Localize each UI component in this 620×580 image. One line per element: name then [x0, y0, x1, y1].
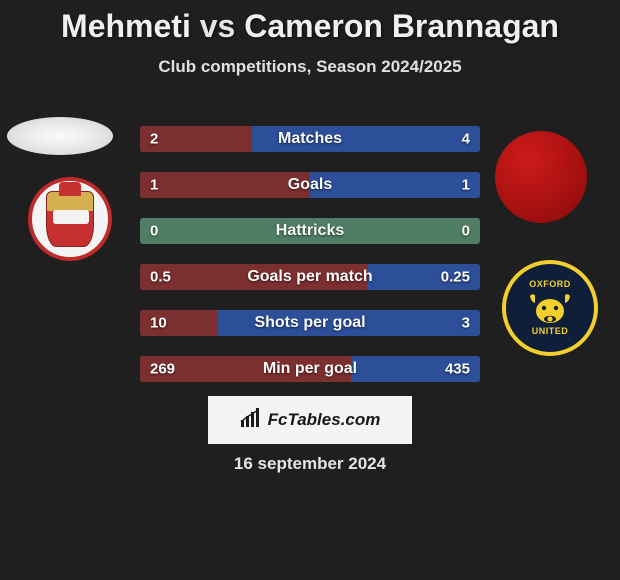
stat-right-value: 0.25 [441, 269, 470, 286]
crest-graphic [28, 177, 112, 261]
stat-right-value: 4 [462, 131, 470, 148]
bristol-city-crest [20, 169, 120, 269]
page-title: Mehmeti vs Cameron Brannagan [0, 0, 620, 45]
oxford-united-crest: OXFORD UNITED [500, 258, 600, 358]
stat-right-value: 1 [462, 177, 470, 194]
stat-left-value: 10 [150, 315, 167, 332]
footer-date: 16 september 2024 [234, 454, 386, 474]
brand-text: FcTables.com [268, 410, 381, 430]
stat-label: Goals per match [247, 268, 372, 286]
bar-right-fill [310, 172, 480, 198]
stat-row: 2 4 Matches [140, 126, 480, 152]
stat-row: 0 0 Hattricks [140, 218, 480, 244]
stat-right-value: 3 [462, 315, 470, 332]
stat-right-value: 435 [445, 361, 470, 378]
stat-row: 10 3 Shots per goal [140, 310, 480, 336]
stat-left-value: 2 [150, 131, 158, 148]
stat-left-value: 0 [150, 223, 158, 240]
oxford-text-bottom: UNITED [532, 327, 569, 336]
stat-left-value: 0.5 [150, 269, 171, 286]
stat-right-value: 0 [462, 223, 470, 240]
stats-comparison-card: Mehmeti vs Cameron Brannagan Club compet… [0, 0, 620, 580]
stat-label: Matches [278, 130, 342, 148]
stat-label: Hattricks [276, 222, 344, 240]
player2-name: Cameron Brannagan [244, 8, 559, 44]
player1-portrait [7, 117, 113, 155]
stat-left-value: 1 [150, 177, 158, 194]
stat-row: 269 435 Min per goal [140, 356, 480, 382]
player1-name: Mehmeti [61, 8, 191, 44]
oxford-text-top: OXFORD [529, 280, 571, 289]
stat-label: Min per goal [263, 360, 357, 378]
title-vs: vs [200, 8, 236, 44]
stat-label: Goals [288, 176, 332, 194]
stat-label: Shots per goal [254, 314, 365, 332]
stat-rows: 2 4 Matches 1 1 Goals 0 0 Hattricks 0.5 0.25 Goals … [140, 126, 480, 402]
ox-head-icon [528, 293, 572, 327]
chart-icon [240, 408, 262, 433]
subtitle: Club competitions, Season 2024/2025 [0, 57, 620, 77]
stat-row: 0.5 0.25 Goals per match [140, 264, 480, 290]
stat-row: 1 1 Goals [140, 172, 480, 198]
brand-pill[interactable]: FcTables.com [208, 396, 412, 444]
player2-portrait [495, 131, 587, 223]
crest-graphic: OXFORD UNITED [502, 260, 598, 356]
bar-left-fill [140, 172, 310, 198]
stat-left-value: 269 [150, 361, 175, 378]
